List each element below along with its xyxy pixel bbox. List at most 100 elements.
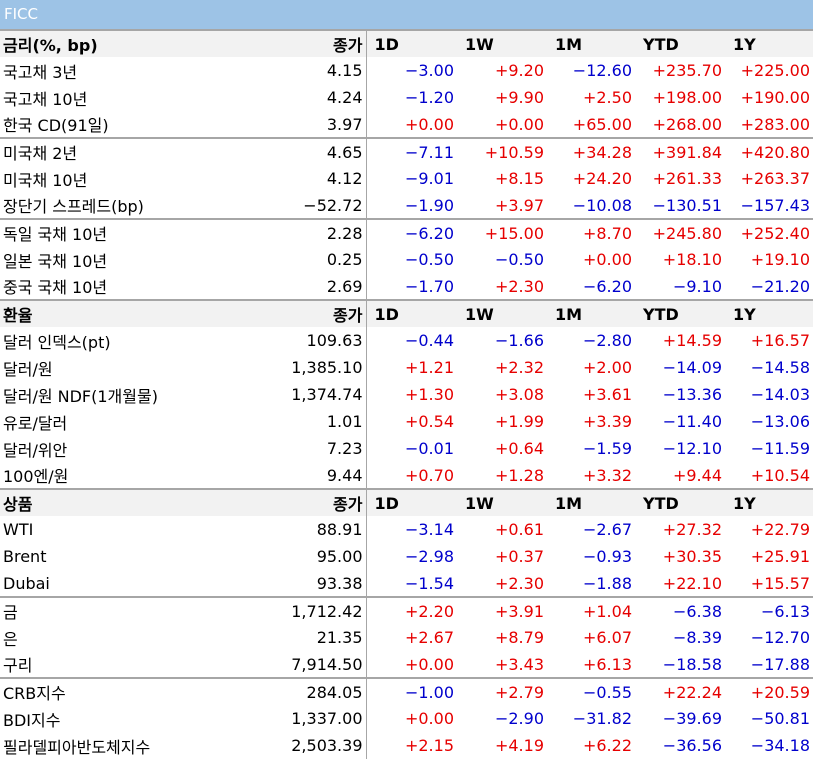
change-value: +3.08 <box>494 385 544 404</box>
change-value: +245.80 <box>635 218 725 246</box>
change-value: +261.33 <box>652 169 722 188</box>
close-value: 2,503.39 <box>244 732 367 759</box>
instrument-name: Dubai <box>3 573 50 593</box>
period-column-header: 1M <box>547 488 635 516</box>
instrument-name: 필라델피아반도체지수 <box>3 737 151 757</box>
change-value: +0.54 <box>404 412 454 431</box>
table-row: Dubai 93.38 −1.54 +2.30 −1.88 +22.10 +15.57 <box>0 570 813 597</box>
close-value: 284.05 <box>244 677 367 705</box>
period-column-header: 1M <box>547 299 635 327</box>
change-value: +190.00 <box>740 88 810 107</box>
change-value: +1.99 <box>494 412 544 431</box>
change-value: −14.03 <box>750 385 810 404</box>
close-value: 3.97 <box>244 111 367 138</box>
table-row: BDI지수 1,337.00 +0.00 −2.90 −31.82 −39.69 −50.8… <box>0 705 813 732</box>
change-value: +22.24 <box>635 677 725 705</box>
close-value: 88.91 <box>244 516 367 543</box>
change-value: +3.97 <box>494 195 544 215</box>
change-value: −34.18 <box>750 736 810 755</box>
table-row: 일본 국채 10년 0.25 −0.50 −0.50 +0.00 +18.10 +19.10 <box>0 246 813 273</box>
instrument-name: 달러 인덱스(pt) <box>3 332 111 352</box>
close-value: 9.44 <box>244 462 367 489</box>
change-value: +420.80 <box>725 137 813 165</box>
instrument-name: 달러/원 <box>3 359 53 379</box>
close-value: 1,385.10 <box>244 354 367 381</box>
table-row: Brent 95.00 −2.98 +0.37 −0.93 +30.35 +25.91 <box>0 543 813 570</box>
period-column-header: 1Y <box>725 29 813 57</box>
change-value: −1.88 <box>582 573 632 593</box>
change-value: +65.00 <box>572 114 632 134</box>
change-value: +0.64 <box>494 439 544 458</box>
change-value: +34.28 <box>547 137 635 165</box>
instrument-name: 국고채 3년 <box>3 62 78 82</box>
close-value: 2.28 <box>244 218 367 246</box>
table-row: 금 1,712.42 +2.20 +3.91 +1.04 −6.38 −6.13 <box>0 596 813 624</box>
change-value: +1.30 <box>404 385 454 404</box>
change-value: −0.01 <box>404 439 454 458</box>
change-value: +10.59 <box>457 137 547 165</box>
change-value: −0.50 <box>494 250 544 269</box>
close-value: 4.12 <box>244 165 367 192</box>
close-value: 7,914.50 <box>244 651 367 678</box>
change-value: +2.79 <box>457 677 547 705</box>
table-row: 구리 7,914.50 +0.00 +3.43 +6.13 −18.58 −17.88 <box>0 651 813 678</box>
period-column-header: 1W <box>457 29 547 57</box>
change-value: −14.09 <box>662 358 722 377</box>
change-value: −13.36 <box>662 385 722 404</box>
change-value: −0.93 <box>582 547 632 566</box>
change-value: +8.70 <box>547 218 635 246</box>
table-row: 국고채 10년 4.24 −1.20 +9.90 +2.50 +198.00 +190.00 <box>0 84 813 111</box>
close-value: 109.63 <box>244 327 367 354</box>
change-value: +22.79 <box>750 520 810 539</box>
change-value: −1.54 <box>404 573 454 593</box>
change-value: +1.04 <box>547 596 635 624</box>
change-value: −6.38 <box>635 596 725 624</box>
change-value: −8.39 <box>672 628 722 647</box>
change-value: +0.00 <box>494 114 544 134</box>
change-value: +6.22 <box>582 736 632 755</box>
close-value: 1,712.42 <box>244 596 367 624</box>
change-value: +3.39 <box>582 412 632 431</box>
change-value: +0.00 <box>404 114 454 134</box>
change-value: +24.20 <box>572 169 632 188</box>
close-value: 93.38 <box>244 570 367 597</box>
period-column-header: YTD <box>635 488 725 516</box>
instrument-name: CRB지수 <box>0 677 244 705</box>
period-column-header: 1D <box>366 29 457 57</box>
instrument-name: 중국 국채 10년 <box>3 278 108 297</box>
change-value: +225.00 <box>740 61 810 80</box>
close-value: 7.23 <box>244 435 367 462</box>
period-column-header: YTD <box>635 299 725 327</box>
change-value: +3.43 <box>494 654 544 674</box>
section-title: 금리(%, bp) <box>0 29 244 57</box>
instrument-name: 한국 CD(91일) <box>3 116 109 135</box>
change-value: +14.59 <box>662 331 722 350</box>
instrument-name: 금 <box>0 596 244 624</box>
section-title: 환율 <box>0 299 244 327</box>
change-value: +268.00 <box>652 114 722 134</box>
close-value: 4.15 <box>244 57 367 84</box>
instrument-name: WTI <box>3 520 34 539</box>
change-value: +16.57 <box>750 331 810 350</box>
change-value: +0.70 <box>404 465 454 485</box>
close-value: −52.72 <box>244 192 367 219</box>
section-header-row: 금리(%, bp) 종가 1D 1W 1M YTD 1Y <box>0 29 813 57</box>
change-value: +283.00 <box>740 114 810 134</box>
close-column-header: 종가 <box>244 299 367 327</box>
close-value: 0.25 <box>244 246 367 273</box>
change-value: −14.58 <box>750 358 810 377</box>
close-value: 2.69 <box>244 273 367 300</box>
change-value: +30.35 <box>662 547 722 566</box>
change-value: −1.59 <box>582 439 632 458</box>
change-value: +20.59 <box>725 677 813 705</box>
instrument-name: BDI지수 <box>3 710 61 730</box>
section-title: 상품 <box>0 488 244 516</box>
change-value: +235.70 <box>652 61 722 80</box>
change-value: +6.07 <box>582 628 632 647</box>
instrument-name: 은 <box>3 629 18 649</box>
change-value: −3.00 <box>404 61 454 80</box>
period-column-header: YTD <box>635 29 725 57</box>
table-row: 중국 국채 10년 2.69 −1.70 +2.30 −6.20 −9.10 −21.20 <box>0 273 813 300</box>
change-value: −9.10 <box>672 276 722 296</box>
change-value: +0.61 <box>494 520 544 539</box>
